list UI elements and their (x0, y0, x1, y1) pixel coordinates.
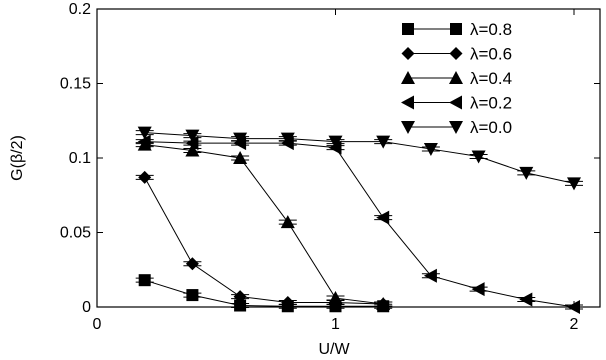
data-point-0-0 (567, 177, 581, 191)
data-point-0-0 (328, 135, 343, 149)
data-point-0-8 (186, 289, 199, 302)
series-0-2 (135, 134, 583, 314)
legend-item-0-4: λ=0.4 (401, 69, 512, 88)
data-point-0-0 (471, 150, 486, 164)
series-0-0 (135, 126, 583, 191)
legend: λ=0.8 λ=0.6 λ=0.4 λ=0.2 λ=0.0 (401, 20, 512, 137)
data-point-0-8 (234, 299, 247, 312)
x-tick-label: 1 (331, 316, 340, 333)
y-tick-label: 0.15 (60, 76, 91, 93)
data-point-0-0 (185, 129, 200, 143)
series-line-0-8 (144, 279, 384, 307)
legend-marker (449, 71, 463, 84)
data-point-0-6 (233, 290, 247, 304)
series-line-0-6 (144, 177, 384, 305)
series-group (135, 126, 583, 314)
legend-marker (449, 47, 463, 60)
legend-marker (450, 23, 462, 35)
data-point-0-2 (137, 134, 151, 149)
y-axis-label: G(β/2) (9, 135, 26, 181)
legend-marker (401, 121, 415, 134)
data-point-0-4 (185, 143, 200, 157)
x-tick-label: 2 (570, 316, 579, 333)
legend-label: λ=0.0 (470, 118, 512, 137)
data-point-0-4 (376, 297, 391, 311)
data-point-0-4 (280, 215, 295, 229)
data-point-0-4 (328, 291, 343, 305)
data-point-0-2 (567, 300, 580, 314)
data-point-0-0 (376, 135, 391, 149)
x-axis-label: U/W (318, 341, 350, 358)
plot-frame (96, 8, 601, 308)
data-point-0-6 (281, 296, 295, 310)
data-point-0-0 (137, 126, 152, 140)
data-point-0-4 (233, 151, 248, 164)
legend-marker (401, 71, 415, 84)
data-point-0-6 (185, 257, 199, 271)
data-point-0-2 (423, 268, 437, 283)
x-tick-label: 0 (93, 316, 102, 333)
data-point-0-0 (233, 132, 248, 146)
legend-item-0-0: λ=0.0 (401, 118, 512, 137)
legend-item-0-2: λ=0.2 (401, 94, 512, 113)
legend-item-0-8: λ=0.8 (402, 20, 512, 39)
data-point-0-6 (138, 170, 152, 184)
data-point-0-8 (138, 274, 151, 287)
series-line-0-4 (144, 144, 384, 305)
y-tick-label: 0 (82, 299, 91, 316)
series-0-4 (135, 137, 393, 311)
axis-ticks: 0 1 2 0 0.05 0.1 0.15 0.2 (60, 1, 600, 333)
legend-marker (401, 47, 415, 60)
series-line-0-0 (144, 132, 575, 184)
legend-label: λ=0.4 (470, 69, 512, 88)
data-point-0-2 (185, 136, 199, 151)
y-tick-label: 0.1 (69, 150, 91, 167)
legend-marker (449, 121, 463, 134)
legend-marker (402, 23, 414, 35)
legend-marker (401, 95, 414, 110)
legend-label: λ=0.2 (470, 94, 512, 113)
legend-label: λ=0.8 (470, 20, 512, 39)
legend-label: λ=0.6 (470, 45, 512, 64)
data-point-0-2 (471, 282, 485, 297)
data-point-0-2 (519, 292, 533, 307)
legend-item-0-6: λ=0.6 (401, 45, 512, 64)
data-point-0-0 (519, 166, 534, 180)
y-tick-label: 0.2 (69, 1, 91, 18)
y-tick-label: 0.05 (60, 225, 91, 242)
data-point-0-0 (280, 132, 295, 146)
series-line-0-2 (144, 141, 575, 308)
legend-marker (449, 95, 462, 110)
data-point-0-0 (423, 143, 438, 157)
data-point-0-2 (376, 210, 390, 225)
